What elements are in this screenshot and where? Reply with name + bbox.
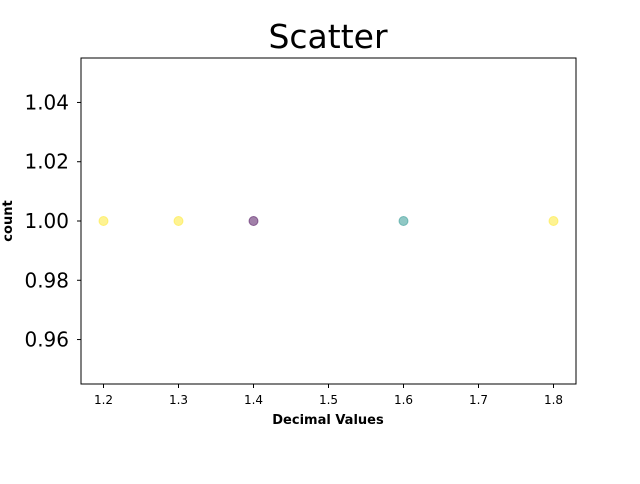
scatter-point — [548, 216, 559, 226]
x-tick-label: 1.3 — [169, 393, 188, 407]
y-tick-label: 1.02 — [24, 150, 69, 174]
scatter-point — [173, 216, 184, 226]
scatter-point — [248, 216, 259, 226]
x-tick-label: 1.6 — [394, 393, 413, 407]
y-tick-label: 1.04 — [24, 90, 69, 114]
scatter-point — [398, 216, 409, 226]
y-tick-label: 1.00 — [24, 209, 69, 233]
x-tick-label: 1.8 — [544, 393, 563, 407]
x-tick-label: 1.7 — [469, 393, 488, 407]
plot-area: 1.2 1.3 1.4 1.5 1.6 1.7 1.8 0.96 0.98 1.00 1.02 1.0… — [24, 57, 577, 407]
x-axis-label: Decimal Values — [272, 413, 384, 428]
x-tick-label: 1.2 — [94, 393, 113, 407]
y-tick-label: 0.98 — [24, 268, 69, 292]
x-tick-label: 1.4 — [244, 393, 263, 407]
axes-frame — [80, 57, 577, 385]
scatter-point — [98, 216, 109, 226]
x-tick-label: 1.5 — [319, 393, 338, 407]
chart-title: Scatter — [268, 17, 387, 56]
y-tick-label: 0.96 — [24, 328, 69, 352]
y-axis-label: count — [1, 200, 16, 241]
